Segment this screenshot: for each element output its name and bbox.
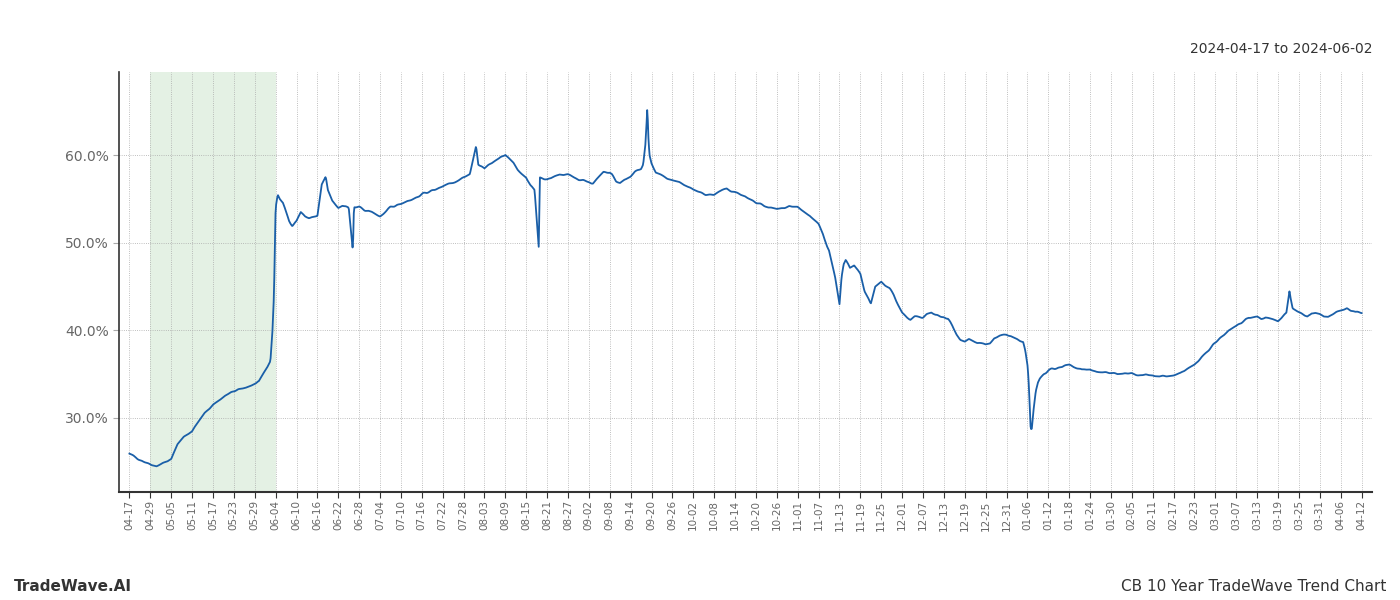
Text: TradeWave.AI: TradeWave.AI	[14, 579, 132, 594]
Text: 2024-04-17 to 2024-06-02: 2024-04-17 to 2024-06-02	[1190, 42, 1372, 56]
Bar	[150, 72, 276, 492]
Text: CB 10 Year TradeWave Trend Chart: CB 10 Year TradeWave Trend Chart	[1120, 579, 1386, 594]
